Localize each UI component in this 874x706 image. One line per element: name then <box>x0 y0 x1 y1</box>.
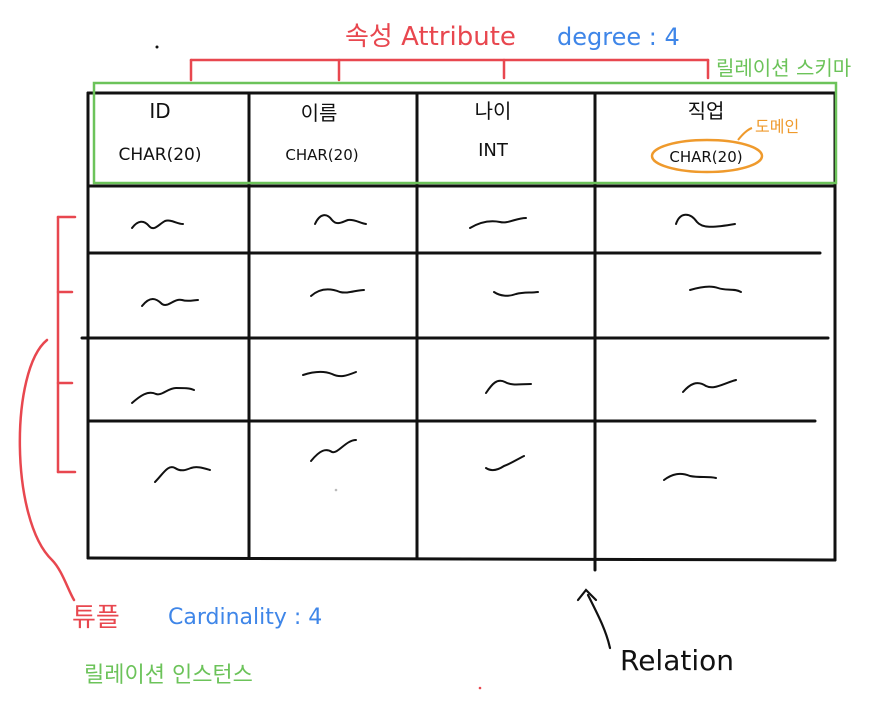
stray-dot <box>478 686 482 690</box>
squiggle-value <box>485 379 532 394</box>
squiggle-value <box>302 370 357 378</box>
column-type: INT <box>478 140 509 161</box>
schema-box <box>92 81 838 185</box>
column-type: CHAR(20) <box>669 148 742 166</box>
attribute-bracket <box>189 58 710 82</box>
degree-label: degree : 4 <box>557 23 680 51</box>
cardinality-label: Cardinality : 4 <box>168 605 322 630</box>
domain-pointer <box>737 127 753 141</box>
squiggle-value <box>310 439 357 462</box>
squiggle-value <box>141 298 199 307</box>
squiggle-value <box>689 285 742 293</box>
domain-ellipse <box>650 138 764 174</box>
domain-label: 도메인 <box>755 117 799 136</box>
attribute-label: 속성 Attribute <box>345 22 516 52</box>
column-name: 직업 <box>688 99 725 123</box>
relation-label: Relation <box>620 644 734 677</box>
squiggle-value <box>154 466 211 483</box>
tuple-label: 튜플 <box>72 603 120 633</box>
stray-dot <box>155 45 159 49</box>
header-row: ID CHAR(20) 이름 CHAR(20) 나이 INT 직업 CHAR(2… <box>119 99 743 166</box>
squiggle-value <box>682 379 737 393</box>
column-type: CHAR(20) <box>119 145 202 165</box>
column-name: ID <box>149 99 170 123</box>
squiggle-value <box>469 217 527 229</box>
column-type: CHAR(20) <box>285 146 358 164</box>
instance-label: 릴레이션 인스턴스 <box>84 663 253 688</box>
squiggle-value <box>131 219 184 230</box>
relation-arrow <box>576 588 612 650</box>
stray-dot <box>334 488 338 492</box>
column-name: 나이 <box>475 99 512 123</box>
schema-label: 릴레이션 스키마 <box>716 56 851 80</box>
tuple-values <box>131 213 742 483</box>
squiggle-value <box>493 291 539 297</box>
column-name: 이름 <box>301 101 338 125</box>
squiggle-value <box>314 214 367 225</box>
squiggle-value <box>675 213 736 228</box>
squiggle-value <box>131 387 195 404</box>
tuple-bracket <box>18 215 77 602</box>
squiggle-value <box>485 455 525 472</box>
squiggle-value <box>310 288 365 297</box>
squiggle-value <box>663 472 717 481</box>
